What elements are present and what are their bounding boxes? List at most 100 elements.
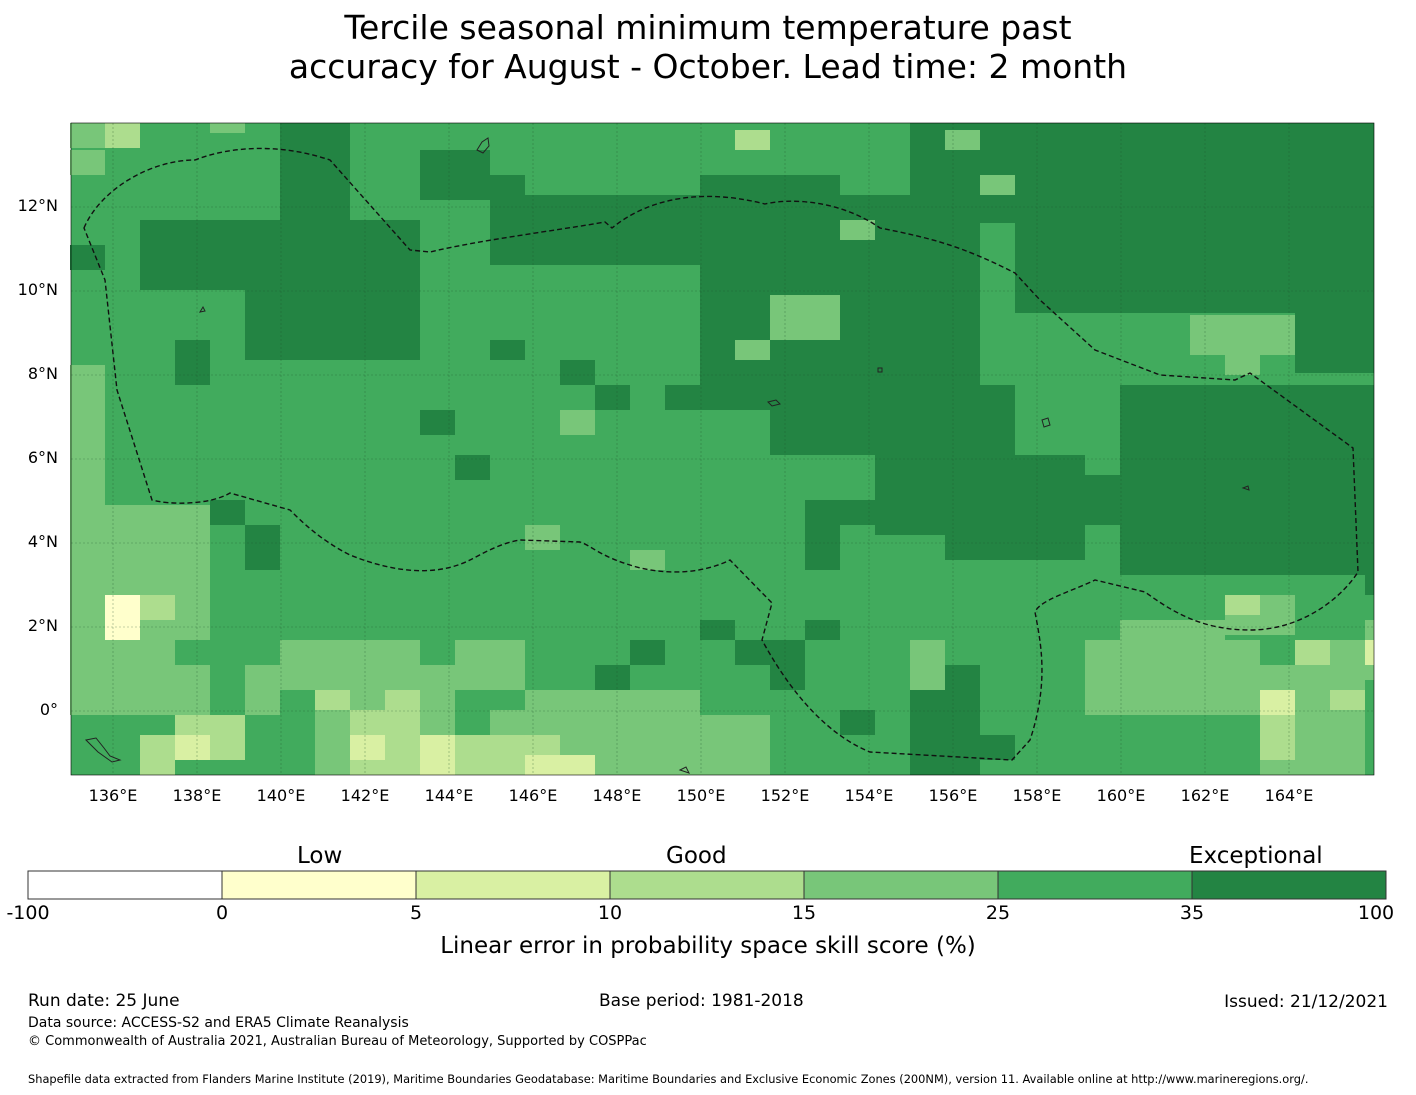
skill-cell <box>1050 475 1120 525</box>
lon-label-150e: 150°E <box>676 786 726 805</box>
skill-cell <box>245 665 280 715</box>
skill-cell <box>560 360 595 385</box>
lon-label-162e: 162°E <box>1180 786 1230 805</box>
skill-cell <box>1330 640 1365 665</box>
skill-cell <box>385 690 420 715</box>
skill-cell <box>770 295 840 340</box>
data-source: Data source: ACCESS-S2 and ERA5 Climate … <box>28 1015 409 1031</box>
skill-cell <box>455 640 525 690</box>
skill-cell <box>210 735 245 760</box>
skill-cell <box>1330 690 1365 710</box>
lon-label-148e: 148°E <box>592 786 642 805</box>
lat-label-10n: 10°N <box>17 280 58 299</box>
lat-label-4n: 4°N <box>27 532 58 551</box>
colorbar-tick: 10 <box>597 902 623 924</box>
lat-label-8n: 8°N <box>27 364 58 383</box>
colorbar-tick: -100 <box>6 902 50 924</box>
skill-cell <box>560 410 595 435</box>
skill-cell <box>630 640 665 665</box>
colorbar-segment <box>997 870 1193 900</box>
skill-cell <box>105 595 140 640</box>
skill-cell <box>420 640 455 665</box>
skill-cell <box>70 123 105 148</box>
lon-label-140e: 140°E <box>256 786 306 805</box>
skill-cell <box>490 690 525 710</box>
skill-cell <box>945 130 980 150</box>
colorbar-segment <box>1191 870 1387 900</box>
island-outline <box>1041 417 1051 428</box>
skill-cell <box>140 735 175 775</box>
island-outline <box>198 305 206 313</box>
island-outline <box>1241 485 1250 491</box>
skill-cell <box>1190 735 1225 755</box>
skill-cell <box>700 715 770 775</box>
skill-cell <box>1120 620 1225 640</box>
colorbar-tick: 35 <box>1179 902 1205 924</box>
lon-label-146e: 146°E <box>508 786 558 805</box>
skill-cell <box>630 550 665 570</box>
island-outline <box>476 137 490 154</box>
colorbar-segment <box>221 870 417 900</box>
island-outline <box>84 737 122 763</box>
skill-cell <box>1120 385 1374 575</box>
skill-cell <box>1085 640 1260 715</box>
skill-cells <box>70 123 1374 775</box>
skill-cell <box>1190 315 1295 355</box>
skill-cell <box>840 220 875 240</box>
issued-date: Issued: 21/12/2021 <box>1224 992 1388 1012</box>
colorbar <box>27 870 1387 900</box>
skill-cell <box>980 735 1015 760</box>
colorbar-segment <box>415 870 611 900</box>
island-outline <box>877 367 883 373</box>
skill-cell <box>945 525 1085 560</box>
skill-cell <box>525 525 560 550</box>
skill-cell <box>1225 595 1260 615</box>
colorbar-tick: 5 <box>409 902 423 924</box>
skill-cell <box>350 735 385 760</box>
skill-cell <box>770 640 805 690</box>
skill-cell <box>1015 123 1374 313</box>
skill-cell <box>1260 710 1295 760</box>
skill-cell <box>910 690 980 775</box>
colorbar-tick: 0 <box>215 902 229 924</box>
island-outlines <box>84 137 1250 774</box>
skill-cell <box>945 665 980 690</box>
skill-cell <box>525 755 595 775</box>
skill-cell <box>840 710 875 735</box>
skill-cell <box>210 500 245 525</box>
lon-label-144e: 144°E <box>424 786 474 805</box>
skill-cell <box>595 385 630 410</box>
copyright-notice: © Commonwealth of Australia 2021, Austra… <box>28 1034 647 1049</box>
colorbar-title: Linear error in probability space skill … <box>440 933 976 959</box>
skill-cell <box>1365 575 1374 595</box>
lon-label-158e: 158°E <box>1012 786 1062 805</box>
graticule <box>71 123 1374 775</box>
lon-label-160e: 160°E <box>1096 786 1146 805</box>
skill-cell <box>910 640 945 690</box>
skill-cell <box>455 175 525 200</box>
lon-label-138e: 138°E <box>172 786 222 805</box>
lat-label-12n: 12°N <box>17 196 58 215</box>
legend-category-good: Good <box>666 843 727 869</box>
shapefile-credit: Shapefile data extracted from Flanders M… <box>28 1072 1309 1086</box>
skill-cell <box>175 715 245 735</box>
lon-label-164e: 164°E <box>1264 786 1314 805</box>
skill-cell <box>210 123 245 133</box>
skill-cell <box>280 123 350 223</box>
skill-cell <box>140 220 420 290</box>
colorbar-segment <box>609 870 805 900</box>
skill-cell <box>805 620 840 640</box>
skill-cell <box>105 123 140 148</box>
colorbar-tick: 15 <box>791 902 817 924</box>
skill-cell <box>70 365 105 505</box>
legend-category-exceptional: Exceptional <box>1189 843 1323 869</box>
map-title-line-1: Tercile seasonal minimum temperature pas… <box>344 8 1072 47</box>
skill-cell <box>665 385 770 410</box>
skill-cell <box>70 150 105 175</box>
skill-cell <box>1295 640 1330 665</box>
legend-category-low: Low <box>297 843 343 869</box>
skill-cell <box>175 640 210 665</box>
skill-cell <box>1120 735 1155 760</box>
skill-cell <box>840 500 875 525</box>
skill-cell <box>805 500 840 570</box>
